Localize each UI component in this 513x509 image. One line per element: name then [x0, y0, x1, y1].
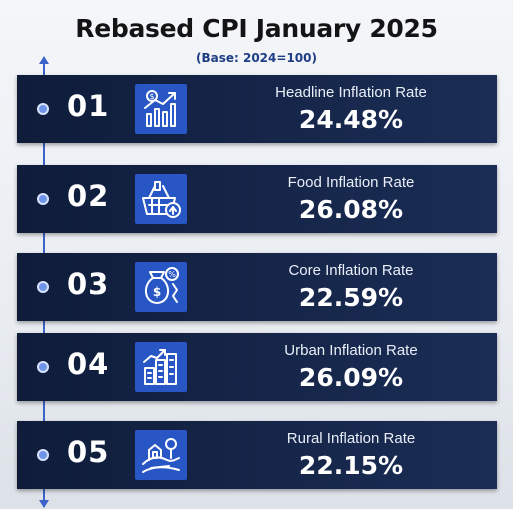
- timeline-dot: [37, 449, 49, 461]
- timeline-dot: [37, 361, 49, 373]
- money-bag-icon: $ %: [135, 262, 187, 312]
- card-label: Rural Inflation Rate: [286, 430, 416, 447]
- card-number: 03: [67, 267, 110, 301]
- card-number: 04: [67, 347, 110, 381]
- inflation-card-headline: 01 $ Headline Inflation Rate 24.48%: [17, 75, 497, 143]
- growth-chart-icon: $: [135, 84, 187, 134]
- card-number: 05: [67, 435, 110, 469]
- page-title: Rebased CPI January 2025: [75, 14, 438, 43]
- food-basket-icon: [135, 174, 187, 224]
- card-label: Headline Inflation Rate: [275, 84, 427, 101]
- card-value: 26.08%: [298, 195, 404, 224]
- svg-text:$: $: [153, 285, 161, 299]
- inflation-card-rural: 05 Rural Inflation Rate 22.15%: [17, 421, 497, 489]
- card-value: 22.59%: [298, 283, 404, 312]
- arrow-down-icon: [39, 500, 49, 508]
- card-label: Food Inflation Rate: [287, 174, 415, 191]
- card-label: Core Inflation Rate: [288, 262, 414, 279]
- arrow-up-icon: [39, 56, 49, 64]
- inflation-card-core: 03 $ % Core Inflation Rate 22.59%: [17, 253, 497, 321]
- inflation-card-food: 02 Food Inflation Rate 26.08%: [17, 165, 497, 233]
- card-number: 01: [67, 89, 110, 123]
- rural-landscape-icon: [135, 430, 187, 480]
- svg-text:%: %: [168, 270, 176, 279]
- timeline-dot: [37, 103, 49, 115]
- card-label: Urban Inflation Rate: [284, 342, 418, 359]
- inflation-card-urban: 04 Urban Inflation Rate 26.09%: [17, 333, 497, 401]
- city-buildings-icon: [135, 342, 187, 392]
- card-value: 22.15%: [298, 451, 404, 480]
- card-number: 02: [67, 179, 110, 213]
- timeline-dot: [37, 281, 49, 293]
- timeline-dot: [37, 193, 49, 205]
- svg-text:$: $: [149, 92, 154, 101]
- card-value: 24.48%: [298, 105, 404, 134]
- page-subtitle: (Base: 2024=100): [196, 51, 317, 65]
- card-value: 26.09%: [298, 363, 404, 392]
